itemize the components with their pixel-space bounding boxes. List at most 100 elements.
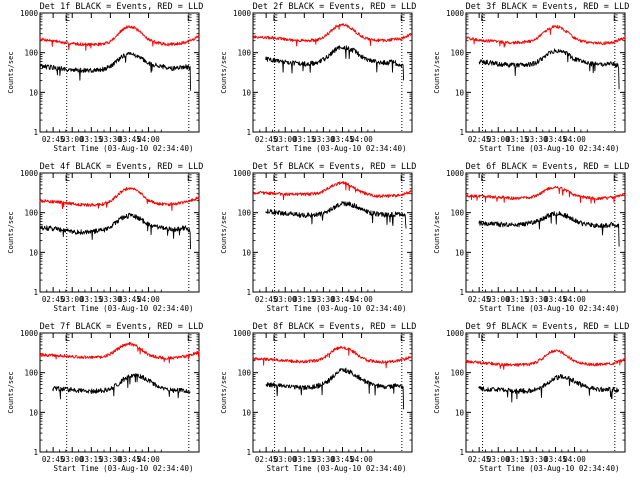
event-marker-label: E (273, 334, 278, 344)
events-series-line (265, 367, 405, 410)
chart-svg: Det 1f BLACK = Events, RED = LLD 1 10 100 10… (7, 2, 204, 153)
event-marker-label: E (613, 14, 618, 24)
y-tick-label: 10 (455, 408, 465, 417)
events-series-line (39, 51, 192, 91)
chart-title: Det 7f BLACK = Events, RED = LLD (40, 322, 204, 332)
x-tick-label: 03:45 (118, 295, 141, 304)
x-tick-label: 03:00 (61, 295, 84, 304)
y-tick-label: 10 (29, 408, 39, 417)
x-tick-label: 04:00 (350, 295, 373, 304)
x-tick-label: 02:45 (468, 455, 491, 464)
events-series-line (52, 373, 191, 400)
y-tick-label: 100 (24, 49, 38, 58)
lld-series-line (465, 185, 626, 204)
x-tick-label: 03:15 (506, 295, 529, 304)
x-axis-label: Start Time (03-Aug-10 02:34:40) (54, 304, 194, 313)
chart-panel-det-9: Det 9f BLACK = Events, RED = LLD 1 10 100 10… (426, 320, 639, 480)
y-tick-label: 1000 (233, 169, 252, 178)
chart-panel-det-2: Det 2f BLACK = Events, RED = LLD 1 10 100 10… (213, 0, 426, 160)
y-tick-label: 100 (24, 209, 38, 218)
x-tick-label: 03:00 (487, 135, 510, 144)
chart-svg: Det 7f BLACK = Events, RED = LLD 1 10 100 10… (7, 322, 204, 473)
y-tick-label: 100 (237, 49, 251, 58)
x-axis-label: Start Time (03-Aug-10 02:34:40) (480, 464, 620, 473)
x-axis-label: Start Time (03-Aug-10 02:34:40) (480, 304, 620, 313)
x-axis-label: Start Time (03-Aug-10 02:34:40) (267, 464, 407, 473)
event-marker-label: E (273, 14, 278, 24)
x-tick-label: 03:15 (293, 135, 316, 144)
x-tick-label: 03:45 (118, 135, 141, 144)
y-tick-label: 10 (455, 248, 465, 257)
x-tick-label: 03:15 (293, 455, 316, 464)
y-tick-label: 1000 (446, 169, 465, 178)
y-axis-label: Counts/sec (220, 371, 228, 413)
y-axis-label: Counts/sec (433, 51, 441, 93)
x-tick-label: 04:00 (350, 135, 373, 144)
plot-frame (252, 332, 413, 453)
x-tick-label: 03:45 (331, 135, 354, 144)
chart-panel-det-1: Det 1f BLACK = Events, RED = LLD 1 10 100 10… (0, 0, 213, 160)
chart-svg: Det 6f BLACK = Events, RED = LLD 1 10 100 10… (433, 162, 629, 313)
event-marker-label: E (613, 174, 618, 184)
x-tick-label: 03:15 (80, 135, 103, 144)
chart-panel-det-5: Det 5f BLACK = Events, RED = LLD 1 10 100 10… (213, 160, 426, 320)
x-tick-label: 03:00 (487, 455, 510, 464)
y-tick-label: 1000 (446, 329, 465, 338)
x-axis-label: Start Time (03-Aug-10 02:34:40) (267, 144, 407, 153)
x-tick-label: 02:45 (255, 135, 278, 144)
chart-panel-det-7: Det 7f BLACK = Events, RED = LLD 1 10 100 10… (0, 320, 213, 480)
event-marker-label: E (273, 174, 278, 184)
x-tick-label: 02:45 (42, 295, 65, 304)
y-axis-label: Counts/sec (220, 51, 228, 93)
event-marker-label: E (65, 334, 70, 344)
y-tick-label: 100 (237, 209, 251, 218)
plot-frame (39, 332, 200, 453)
chart-svg: Det 2f BLACK = Events, RED = LLD 1 10 100 10… (220, 2, 417, 153)
plot-frame (252, 12, 413, 133)
y-axis-label: Counts/sec (7, 211, 15, 253)
lld-series-line (39, 187, 200, 212)
plot-frame (465, 172, 626, 293)
x-tick-label: 03:15 (506, 135, 529, 144)
y-tick-label: 1000 (446, 9, 465, 18)
y-tick-label: 1000 (20, 329, 39, 338)
chart-title: Det 2f BLACK = Events, RED = LLD (253, 2, 417, 12)
y-tick-label: 1000 (20, 9, 39, 18)
x-tick-label: 03:30 (525, 135, 548, 144)
chart-panel-det-3: Det 3f BLACK = Events, RED = LLD 1 10 100 10… (426, 0, 639, 160)
x-tick-label: 03:00 (274, 295, 297, 304)
chart-title: Det 1f BLACK = Events, RED = LLD (40, 2, 204, 12)
events-series-line (478, 374, 620, 403)
x-axis-label: Start Time (03-Aug-10 02:34:40) (54, 144, 194, 153)
plot-frame (39, 12, 200, 133)
y-tick-label: 10 (242, 408, 252, 417)
x-tick-label: 03:00 (61, 135, 84, 144)
event-marker-label: E (481, 334, 486, 344)
x-axis-label: Start Time (03-Aug-10 02:34:40) (267, 304, 407, 313)
chart-svg: Det 9f BLACK = Events, RED = LLD 1 10 100 10… (433, 322, 629, 473)
x-tick-label: 03:00 (487, 295, 510, 304)
y-axis-label: Counts/sec (7, 51, 15, 93)
lld-series-line (252, 345, 413, 369)
event-marker-label: E (65, 174, 70, 184)
events-series-line (265, 201, 407, 229)
x-tick-label: 03:30 (99, 135, 122, 144)
x-tick-label: 04:00 (563, 295, 586, 304)
event-marker-label: E (187, 14, 192, 24)
x-tick-label: 03:45 (544, 455, 567, 464)
x-tick-label: 03:30 (99, 455, 122, 464)
events-series-line (478, 211, 620, 247)
chart-svg: Det 8f BLACK = Events, RED = LLD 1 10 100 10… (220, 322, 416, 473)
x-tick-label: 03:30 (312, 455, 335, 464)
x-tick-label: 02:45 (42, 135, 65, 144)
x-tick-label: 03:45 (118, 455, 141, 464)
x-tick-label: 03:45 (331, 455, 354, 464)
x-tick-label: 04:00 (137, 295, 160, 304)
x-tick-label: 03:30 (525, 295, 548, 304)
chart-panel-det-8: Det 8f BLACK = Events, RED = LLD 1 10 100 10… (213, 320, 426, 480)
event-marker-label: E (400, 334, 405, 344)
x-tick-label: 03:45 (331, 295, 354, 304)
y-axis-label: Counts/sec (433, 371, 441, 413)
x-tick-label: 03:30 (312, 135, 335, 144)
x-tick-label: 03:15 (80, 295, 103, 304)
